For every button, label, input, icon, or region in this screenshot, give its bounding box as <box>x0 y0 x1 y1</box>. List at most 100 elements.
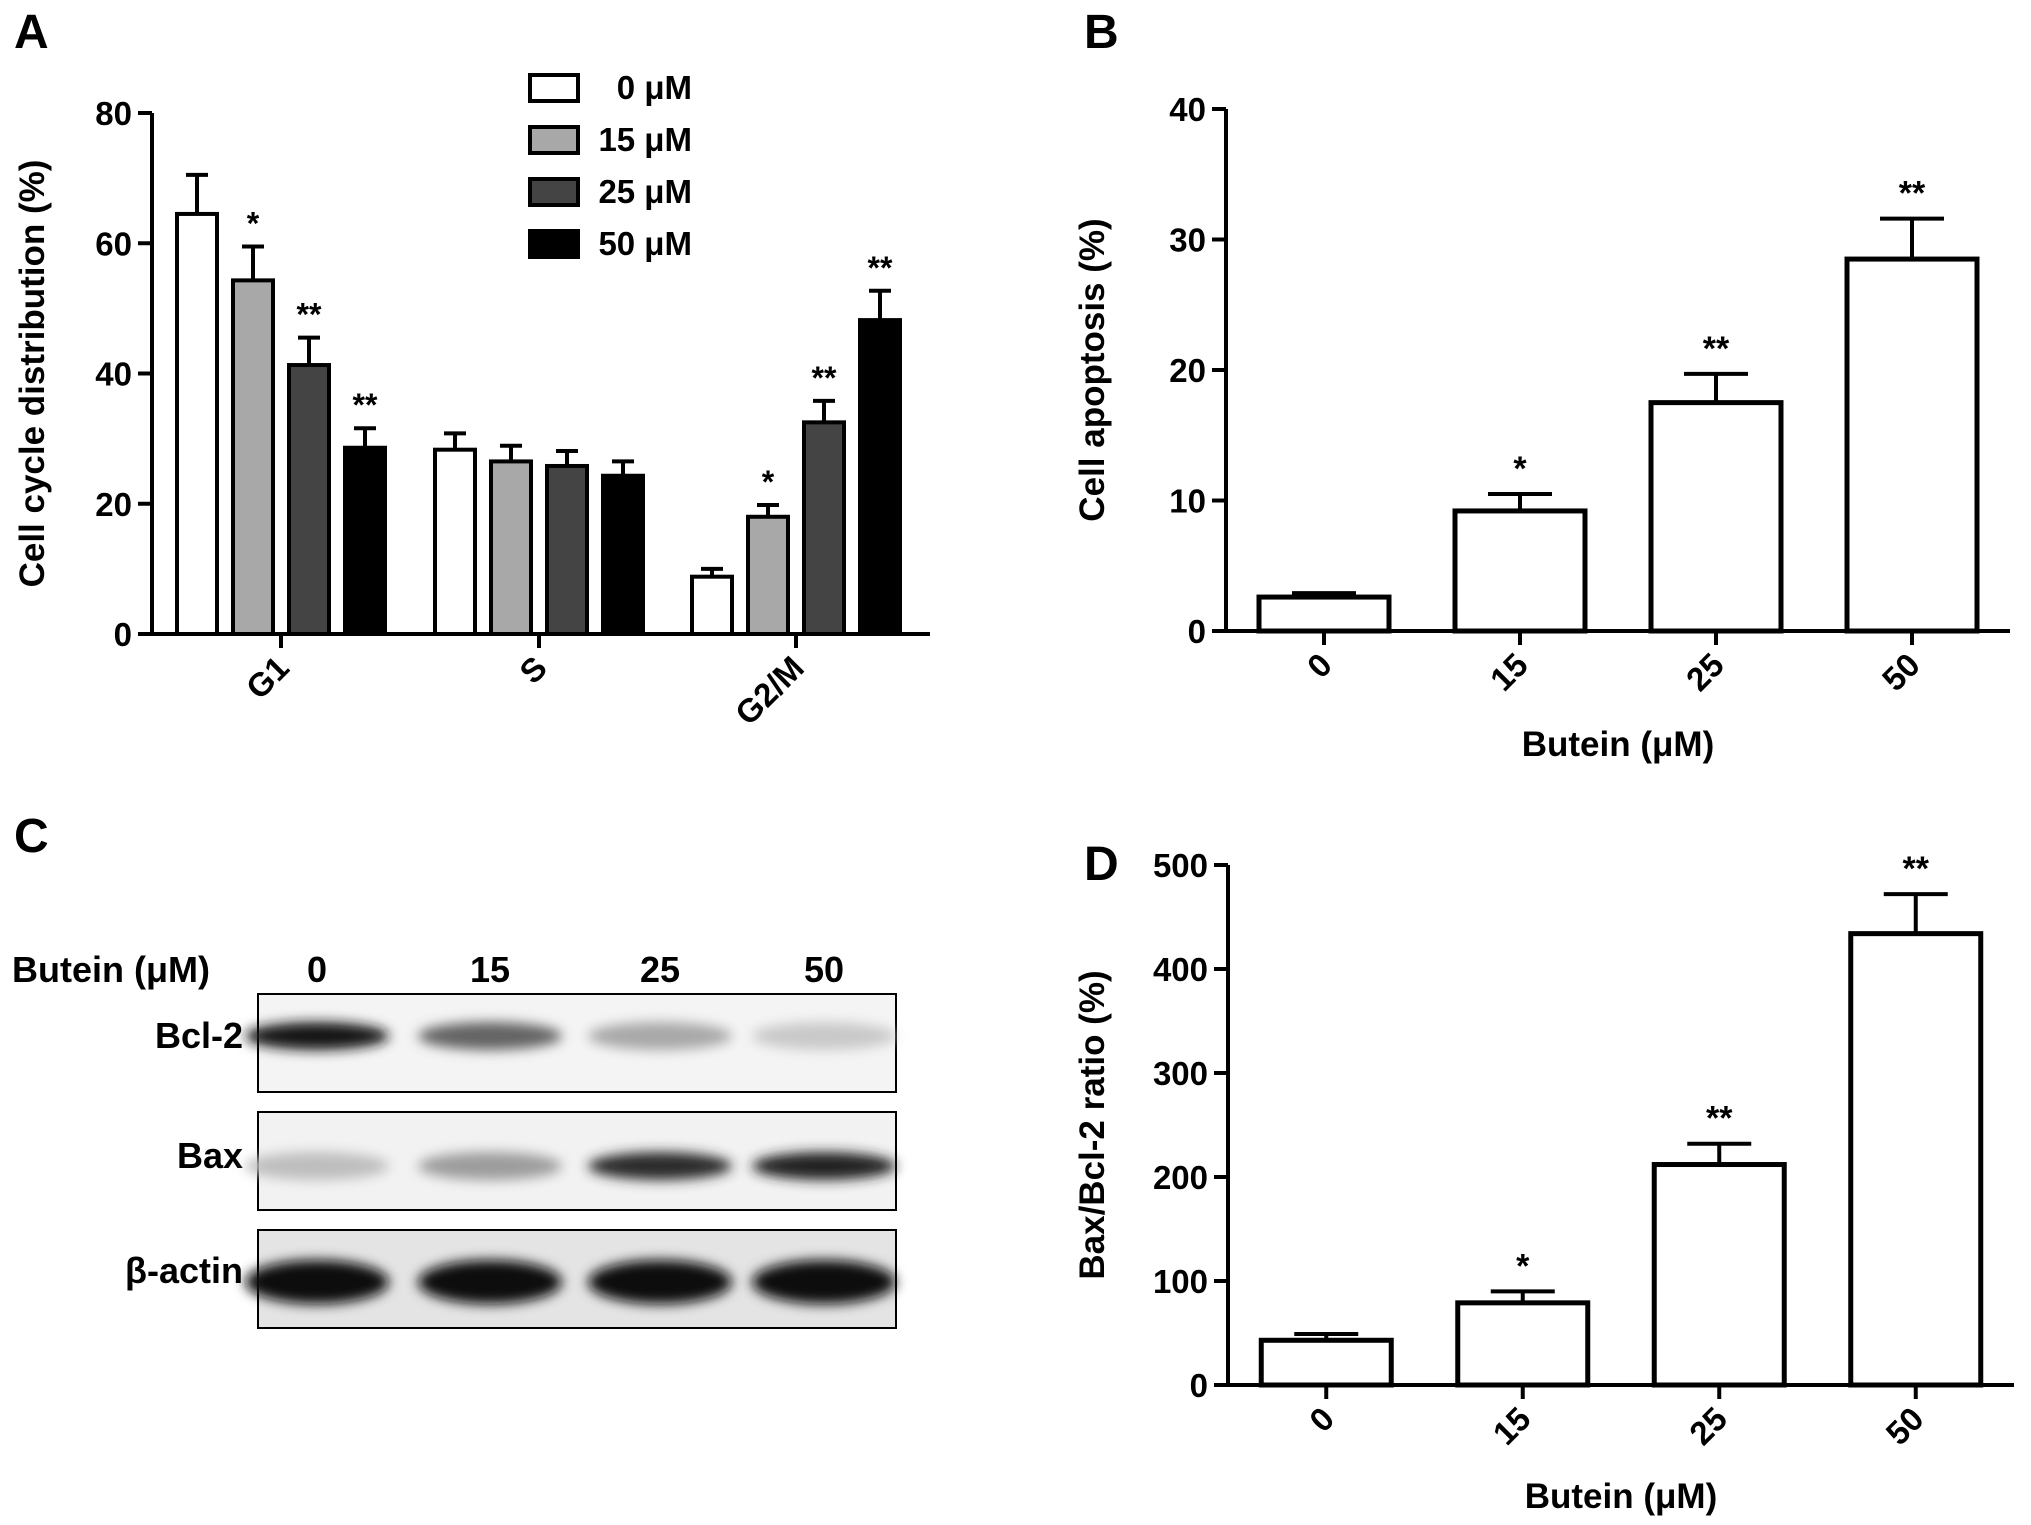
y-axis-title: Cell apoptosis (%) <box>1073 218 1112 521</box>
bar <box>489 459 533 637</box>
x-tick-label: S <box>512 649 554 691</box>
bar <box>231 278 275 636</box>
legend-label: 0 μM <box>617 69 692 106</box>
blot-lane-label: 25 <box>640 949 680 990</box>
x-tick-label: G1 <box>239 649 296 706</box>
blot-band <box>752 1260 896 1304</box>
legend-swatch <box>528 177 580 207</box>
bar <box>545 463 589 637</box>
bar <box>1455 1300 1591 1388</box>
significance-label: ** <box>353 387 378 423</box>
bar <box>1258 1337 1394 1388</box>
x-tick-label: 25 <box>1679 646 1731 698</box>
blot-row-label-actin: β-actin <box>125 1250 243 1291</box>
x-tick-label: 0 <box>1302 1400 1341 1439</box>
blot-band <box>418 1152 562 1180</box>
blot-band <box>752 1022 896 1050</box>
x-tick-label: 15 <box>1483 646 1535 698</box>
y-tick-label: 500 <box>1153 847 1208 884</box>
y-tick-label: 80 <box>95 95 132 132</box>
y-tick-label: 0 <box>1188 613 1206 650</box>
bar <box>858 318 902 636</box>
y-tick-label: 60 <box>95 225 132 262</box>
bar <box>1651 1162 1787 1388</box>
y-tick-label: 300 <box>1153 1055 1208 1092</box>
significance-label: ** <box>1703 330 1730 368</box>
blot-band <box>588 1022 732 1050</box>
x-tick-label: 25 <box>1682 1400 1734 1452</box>
bar <box>343 445 387 636</box>
y-axis-title: Bax/Bcl-2 ratio (%) <box>1073 970 1112 1279</box>
y-axis-title: Cell cycle distribution (%) <box>13 160 52 588</box>
significance-label: * <box>1513 450 1527 488</box>
y-tick-label: 100 <box>1153 1263 1208 1300</box>
significance-label: ** <box>1903 850 1930 888</box>
blot-band <box>588 1260 732 1304</box>
y-tick-label: 40 <box>1169 91 1206 128</box>
significance-label: ** <box>297 297 322 333</box>
bar <box>1256 594 1392 634</box>
x-tick-label: 0 <box>1300 646 1339 685</box>
significance-label: ** <box>1899 175 1926 213</box>
blot-band <box>588 1152 732 1180</box>
blot-lane-label: 0 <box>307 949 327 990</box>
y-tick-label: 10 <box>1169 483 1206 520</box>
x-tick-label: 50 <box>1879 1400 1931 1452</box>
panel-label-b: B <box>1084 6 1119 59</box>
blot-lane-label: 15 <box>470 949 510 990</box>
significance-label: ** <box>812 360 837 396</box>
y-tick-label: 20 <box>1169 352 1206 389</box>
y-tick-label: 400 <box>1153 951 1208 988</box>
x-tick-label: 50 <box>1875 646 1927 698</box>
legend-swatch <box>528 73 580 103</box>
bar <box>690 574 734 637</box>
x-tick-label: G2/M <box>728 649 811 732</box>
bar <box>287 363 331 636</box>
legend-label: 15 μM <box>598 121 692 158</box>
y-tick-label: 30 <box>1169 222 1206 259</box>
bar <box>175 211 219 636</box>
western-blot: Butein (μM) 0 15 25 50 Bcl-2 Bax β-actin <box>12 949 897 1329</box>
blot-header-label: Butein (μM) <box>12 949 210 990</box>
y-tick-label: 20 <box>95 486 132 523</box>
blot-band <box>752 1152 896 1180</box>
significance-label: ** <box>868 250 893 286</box>
legend-swatch <box>528 125 580 155</box>
legend-label: 50 μM <box>598 225 692 262</box>
blot-band <box>245 1152 389 1180</box>
significance-label: * <box>762 464 775 500</box>
bar <box>1844 256 1980 634</box>
blot-band <box>418 1260 562 1304</box>
panel-label-d: D <box>1084 838 1119 891</box>
blot-row-label-bcl2: Bcl-2 <box>155 1015 243 1056</box>
cell-apoptosis-chart: 0 10 20 30 40 Cell apoptosis (%) Butein (μM) 0 *… <box>1073 91 2010 764</box>
blot-lane-label: 50 <box>804 949 844 990</box>
bar <box>1848 931 1984 1388</box>
blot-band <box>245 1260 389 1304</box>
x-axis-title: Butein (μM) <box>1522 725 1714 764</box>
bar <box>601 473 645 636</box>
blot-row-label-bax: Bax <box>177 1135 243 1176</box>
x-axis-title: Butein (μM) <box>1525 1477 1717 1516</box>
blot-band <box>418 1022 562 1050</box>
bar <box>1452 508 1588 634</box>
panel-label-c: C <box>14 810 49 863</box>
legend-swatch <box>528 229 580 259</box>
y-tick-label: 0 <box>114 616 132 653</box>
y-tick-label: 40 <box>95 356 132 393</box>
y-tick-label: 200 <box>1153 1159 1208 1196</box>
blot-band <box>245 1022 389 1050</box>
significance-label: * <box>247 206 260 242</box>
bar <box>802 420 846 636</box>
significance-label: * <box>1516 1247 1530 1285</box>
bar <box>746 514 790 637</box>
legend-label: 25 μM <box>598 173 692 210</box>
y-tick-label: 0 <box>1190 1367 1208 1404</box>
bar <box>433 447 477 637</box>
panel-label-a: A <box>14 6 49 59</box>
x-tick-label: 15 <box>1486 1400 1538 1452</box>
significance-label: ** <box>1706 1100 1733 1138</box>
